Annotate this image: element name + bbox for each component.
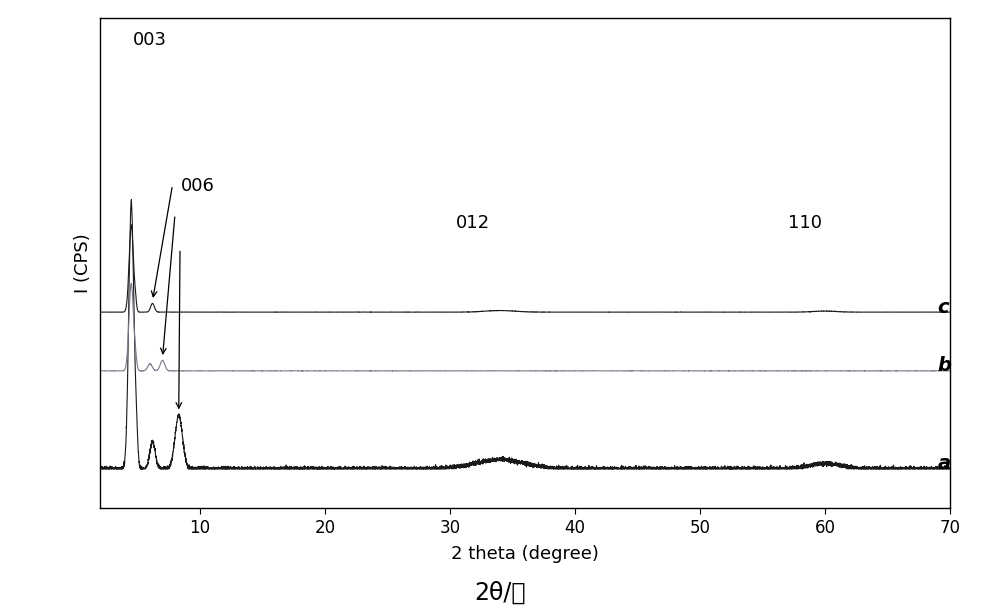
Y-axis label: I (CPS): I (CPS)	[74, 233, 92, 293]
Text: c: c	[938, 297, 949, 317]
Text: 003: 003	[132, 31, 166, 48]
Text: 2θ/度: 2θ/度	[474, 581, 526, 605]
Text: a: a	[938, 454, 951, 474]
Text: b: b	[938, 356, 952, 376]
Text: 006: 006	[181, 177, 215, 195]
Text: 110: 110	[788, 214, 822, 232]
X-axis label: 2 theta (degree): 2 theta (degree)	[451, 545, 599, 564]
Text: 012: 012	[456, 214, 490, 232]
